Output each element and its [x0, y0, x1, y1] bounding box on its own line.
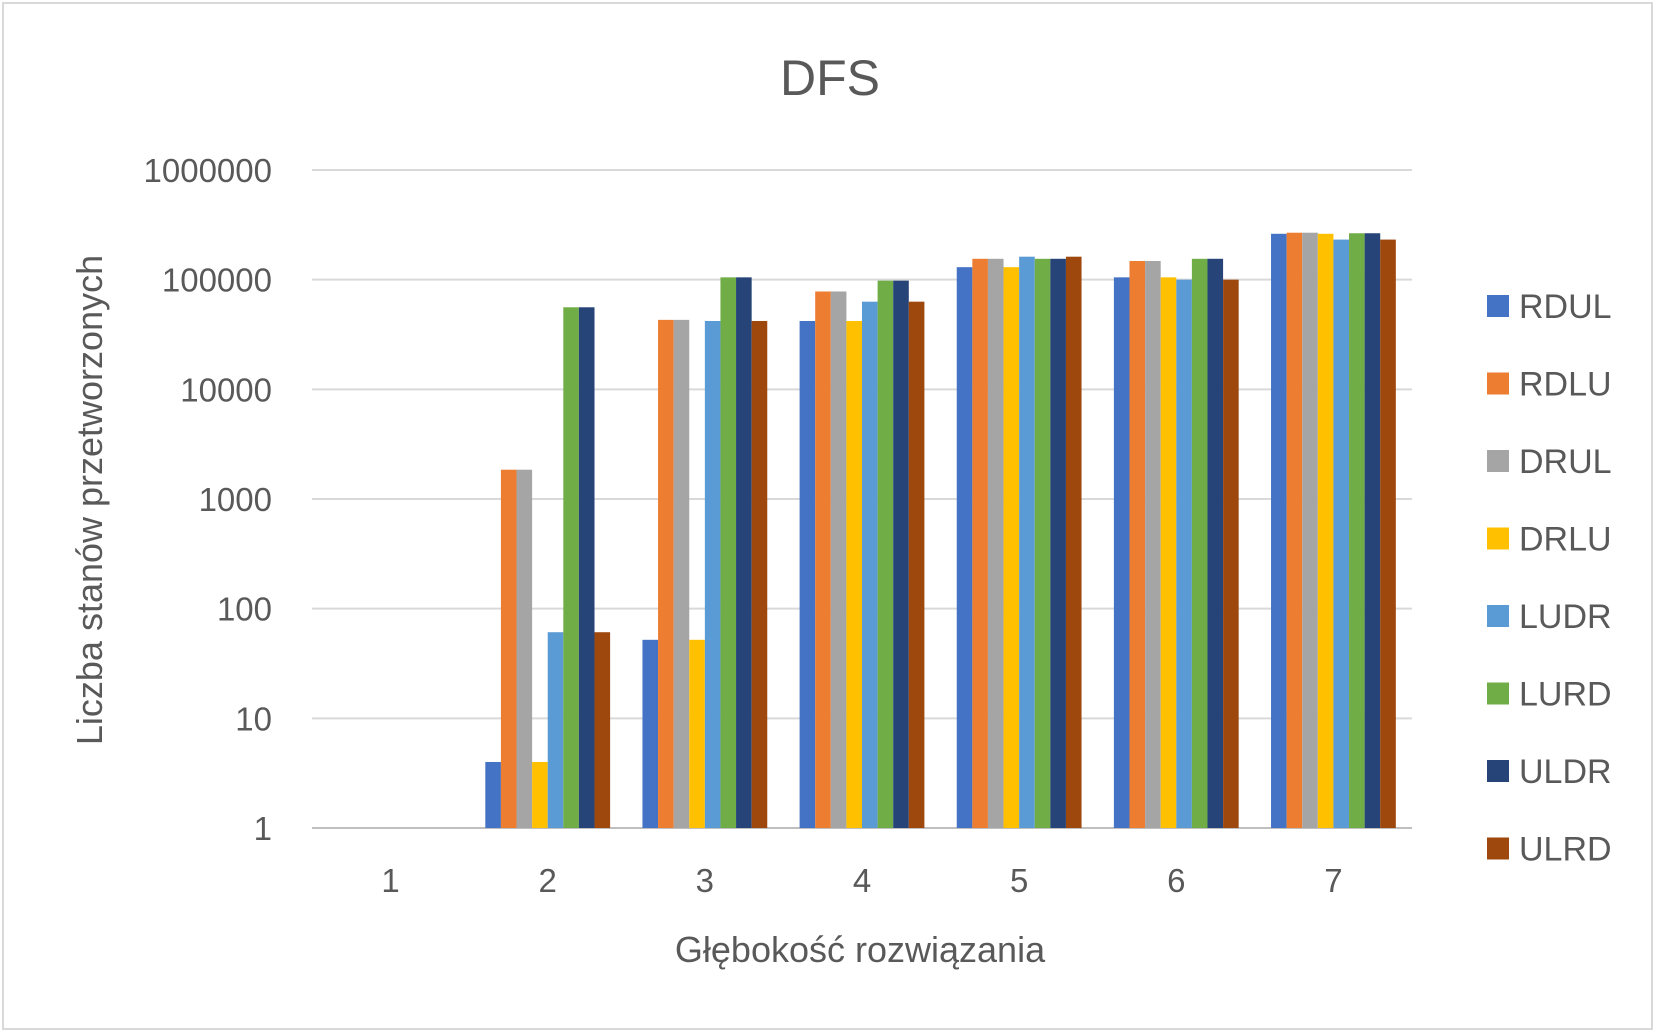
bar-rdul-7	[1271, 233, 1287, 828]
bar-lurd-4	[877, 280, 894, 828]
bar-ludr-4	[862, 301, 878, 828]
legend-swatch-drul	[1487, 450, 1509, 472]
bar-rdul-6	[1113, 277, 1130, 828]
legend-swatch-drlu	[1487, 527, 1509, 550]
bar-ludr-2	[547, 632, 564, 828]
bar-drul-3	[673, 319, 690, 828]
bar-rdlu-4	[815, 291, 831, 828]
bar-uldr-3	[736, 277, 752, 828]
bar-ludr-5	[1019, 256, 1035, 829]
x-tick-label: 5	[1010, 862, 1028, 899]
bar-drul-6	[1145, 260, 1161, 828]
bar-ulrd-3	[751, 320, 768, 828]
legend: RDUL RDLU DRUL DRLU LUDR LURD ULDR ULRD	[1487, 288, 1612, 869]
bar-drlu-3	[689, 639, 705, 828]
bar-lurd-7	[1349, 233, 1365, 828]
y-tick-label: 1000	[199, 481, 272, 518]
bar-rdul-2	[485, 761, 501, 828]
legend-swatch-ulrd	[1487, 837, 1509, 860]
bar-ulrd-2	[594, 632, 611, 828]
y-tick-label: 10000	[180, 371, 272, 408]
bar-uldr-4	[893, 280, 909, 828]
bar-ludr-7	[1333, 239, 1350, 828]
bar-uldr-6	[1207, 258, 1224, 829]
x-tick-label: 3	[696, 862, 714, 899]
legend-swatch-lurd	[1487, 682, 1509, 705]
bar-ulrd-6	[1223, 279, 1239, 829]
legend-swatch-ludr	[1487, 605, 1509, 627]
x-axis-title: Głębokość rozwiązania	[675, 929, 1046, 970]
bar-lurd-5	[1034, 258, 1051, 829]
bar-lurd-2	[563, 307, 579, 828]
x-tick-label: 1	[381, 862, 399, 899]
bar-ulrd-7	[1380, 239, 1396, 828]
legend-label-ludr: LUDR	[1519, 598, 1612, 636]
legend-label-uldr: ULDR	[1519, 753, 1612, 791]
bar-drul-4	[830, 291, 847, 828]
bar-rdul-3	[642, 639, 659, 828]
x-tick-label: 7	[1324, 862, 1342, 899]
y-tick-label: 100	[217, 591, 272, 628]
y-axis-title: Liczba stanów przetworzonych	[69, 255, 110, 745]
bar-drul-2	[516, 469, 533, 828]
x-tick-label: 6	[1167, 862, 1185, 899]
y-tick-label: 10	[235, 700, 272, 737]
bar-rdlu-5	[972, 258, 988, 829]
bar-ulrd-4	[908, 301, 925, 828]
bar-drul-5	[987, 258, 1004, 829]
bar-rdlu-6	[1129, 260, 1146, 828]
chart-title: DFS	[780, 50, 880, 106]
y-tick-label: 1	[254, 810, 272, 847]
legend-swatch-rdul	[1487, 295, 1509, 317]
bar-rdlu-7	[1286, 232, 1303, 829]
bar-rdlu-2	[500, 469, 517, 828]
legend-label-ulrd: ULRD	[1519, 831, 1612, 869]
bar-ludr-6	[1176, 279, 1192, 829]
legend-swatch-uldr	[1487, 760, 1509, 782]
legend-label-drlu: DRLU	[1519, 521, 1612, 559]
legend-swatch-rdlu	[1487, 372, 1509, 395]
legend-label-rdul: RDUL	[1519, 288, 1612, 326]
bar-rdul-4	[799, 320, 816, 828]
bar-ludr-3	[704, 320, 721, 828]
x-axis-tick-labels: 1 2 3 4 5 6 7	[381, 862, 1342, 899]
bar-rdlu-3	[658, 319, 674, 828]
bar-drlu-2	[532, 761, 548, 828]
x-tick-label: 4	[853, 862, 871, 899]
bar-rdul-5	[956, 267, 973, 828]
bar-drlu-5	[1003, 267, 1020, 828]
bar-drlu-6	[1160, 277, 1177, 828]
bars	[485, 232, 1396, 829]
bar-drlu-7	[1317, 233, 1334, 828]
bar-lurd-6	[1191, 258, 1208, 829]
bar-drlu-4	[846, 320, 862, 828]
x-tick-label: 2	[539, 862, 557, 899]
y-axis-tick-labels: 1 10 100 1000 10000 100000 1000000	[144, 152, 272, 847]
legend-label-drul: DRUL	[1519, 443, 1612, 481]
y-tick-label: 100000	[162, 262, 272, 299]
bar-uldr-2	[578, 307, 595, 828]
bar-lurd-3	[720, 277, 737, 828]
legend-label-rdlu: RDLU	[1519, 366, 1612, 404]
bar-uldr-7	[1364, 233, 1381, 828]
bar-ulrd-5	[1065, 256, 1082, 829]
y-tick-label: 1000000	[144, 152, 272, 189]
bar-uldr-5	[1050, 258, 1066, 829]
bar-drul-7	[1302, 232, 1318, 829]
legend-label-lurd: LURD	[1519, 676, 1612, 714]
